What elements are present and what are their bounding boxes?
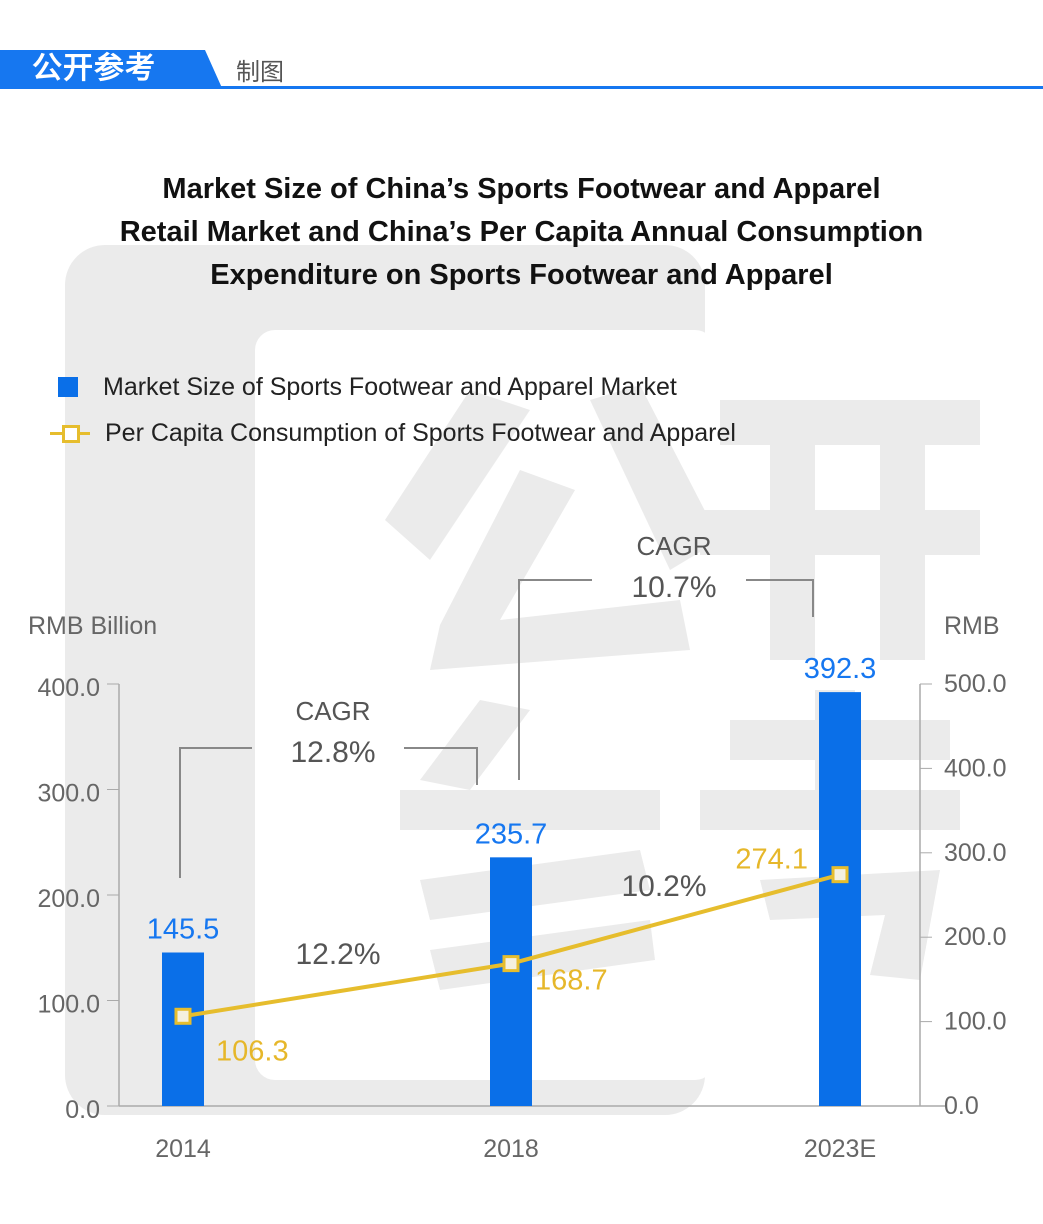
line-value-label: 168.7 <box>535 965 608 997</box>
right-tick-label: 200.0 <box>944 923 1007 951</box>
right-tick-label: 500.0 <box>944 670 1007 698</box>
title-line: Market Size of China’s Sports Footwear a… <box>162 173 881 205</box>
title-line: Expenditure on Sports Footwear and Appar… <box>210 259 833 291</box>
cagr-label: CAGR <box>636 531 711 561</box>
bar <box>819 692 861 1106</box>
cagr-bracket <box>746 579 814 617</box>
right-axis-label: RMB <box>944 612 1000 640</box>
line-marker-icon <box>50 423 90 443</box>
cagr-bracket <box>404 747 478 785</box>
legend-item-bar: Market Size of Sports Footwear and Appar… <box>50 364 736 410</box>
brand-logo: 公开参考 <box>0 50 222 88</box>
left-tick-label: 200.0 <box>37 885 100 913</box>
right-tick-label: 100.0 <box>944 1008 1007 1036</box>
legend-item-line: Per Capita Consumption of Sports Footwea… <box>50 410 736 456</box>
header-subtitle: 制图 <box>236 58 284 86</box>
x-tick-label: 2018 <box>483 1135 539 1163</box>
left-tick-label: 100.0 <box>37 991 100 1019</box>
line-value-label: 274.1 <box>735 844 808 876</box>
cagr-value: 10.7% <box>631 571 716 604</box>
cagr-bracket <box>179 747 252 878</box>
bar-value-label: 235.7 <box>475 818 548 850</box>
cagr-label: CAGR <box>295 696 370 726</box>
legend-label: Market Size of Sports Footwear and Appar… <box>103 372 677 401</box>
right-tick-label: 400.0 <box>944 754 1007 782</box>
bar-value-label: 392.3 <box>804 653 877 685</box>
right-tick-label: 0.0 <box>944 1092 979 1120</box>
left-tick-label: 300.0 <box>37 780 100 808</box>
line-point <box>502 955 520 973</box>
chart-title: Market Size of China’s Sports Footwear a… <box>0 168 1043 297</box>
line-growth-label: 12.2% <box>295 938 380 971</box>
x-tick-label: 2014 <box>155 1135 211 1163</box>
title-line: Retail Market and China’s Per Capita Ann… <box>119 216 924 248</box>
x-tick-label: 2023E <box>804 1135 876 1163</box>
legend-label: Per Capita Consumption of Sports Footwea… <box>105 418 736 447</box>
left-axis-label: RMB Billion <box>28 612 157 640</box>
watermark-glyph-shapes <box>385 385 980 990</box>
legend: Market Size of Sports Footwear and Appar… <box>50 364 736 456</box>
bar-value-label: 145.5 <box>147 913 220 945</box>
line-point <box>174 1007 192 1025</box>
bar <box>490 857 532 1106</box>
cagr-bracket <box>518 579 592 780</box>
header-rule <box>0 86 1043 89</box>
line-growth-label: 10.2% <box>621 870 706 903</box>
bar <box>162 952 204 1106</box>
line-value-label: 106.3 <box>216 1035 289 1067</box>
bar-swatch-icon <box>58 377 78 397</box>
left-tick-label: 400.0 <box>37 674 100 702</box>
left-tick-label: 0.0 <box>65 1096 100 1124</box>
line-point <box>831 866 849 884</box>
right-tick-label: 300.0 <box>944 839 1007 867</box>
cagr-value: 12.8% <box>290 736 375 769</box>
